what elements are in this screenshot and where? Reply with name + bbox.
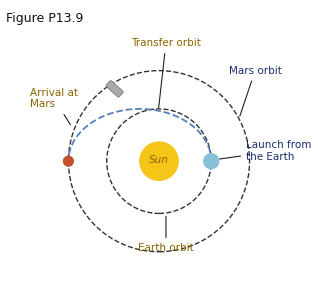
Circle shape	[204, 154, 219, 169]
Text: Launch from
the Earth: Launch from the Earth	[219, 140, 311, 162]
Text: Transfer orbit: Transfer orbit	[131, 38, 201, 108]
Circle shape	[64, 156, 73, 166]
Text: Earth orbit: Earth orbit	[138, 216, 194, 253]
Circle shape	[140, 142, 178, 180]
Text: Sun: Sun	[149, 155, 169, 165]
Text: Mars orbit: Mars orbit	[229, 66, 281, 116]
FancyBboxPatch shape	[106, 81, 123, 97]
Text: Figure P13.9: Figure P13.9	[6, 12, 84, 25]
Text: Arrival at
Mars: Arrival at Mars	[30, 88, 78, 125]
